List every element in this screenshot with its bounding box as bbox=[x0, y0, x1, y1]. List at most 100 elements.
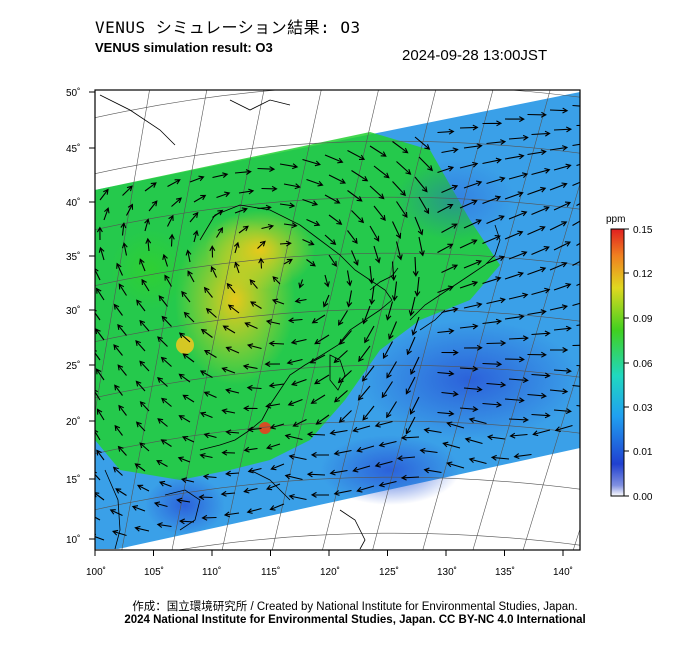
wind-arrow bbox=[356, 445, 375, 453]
wind-arrow bbox=[490, 454, 510, 461]
wind-arrow bbox=[486, 340, 507, 347]
wind-arrow bbox=[441, 147, 459, 154]
wind-arrow bbox=[122, 185, 133, 196]
wind-arrow bbox=[508, 416, 529, 423]
wind-arrow bbox=[199, 452, 213, 459]
wind-arrow bbox=[115, 488, 127, 496]
wind-arrow bbox=[504, 356, 525, 363]
wind-arrow bbox=[257, 204, 272, 211]
wind-arrow bbox=[139, 360, 150, 372]
wind-arrow bbox=[167, 179, 181, 187]
wind-arrow bbox=[112, 466, 123, 476]
colorbar-tick-label: 0.15 bbox=[633, 225, 653, 236]
wind-arrow bbox=[504, 116, 525, 123]
wind-arrow bbox=[243, 405, 258, 412]
wind-arrow bbox=[182, 394, 195, 403]
wind-arrow bbox=[369, 185, 385, 200]
wind-arrow bbox=[225, 470, 240, 477]
wind-arrow bbox=[441, 306, 459, 314]
wind-arrow bbox=[134, 525, 150, 532]
wind-arrow bbox=[459, 124, 479, 131]
wind-arrow bbox=[234, 261, 240, 274]
wind-arrow bbox=[287, 398, 303, 407]
x-tick-label: 135˚ bbox=[495, 566, 515, 578]
wind-arrow bbox=[410, 356, 420, 376]
wind-arrow bbox=[504, 397, 525, 404]
wind-arrow bbox=[352, 425, 371, 433]
wind-arrow bbox=[216, 191, 231, 199]
wind-arrow bbox=[572, 344, 580, 347]
wind-arrow bbox=[418, 156, 434, 172]
wind-arrow bbox=[139, 442, 150, 452]
x-tick-label: 125˚ bbox=[379, 566, 399, 578]
wind-arrow bbox=[144, 218, 150, 232]
wind-arrow bbox=[210, 265, 217, 278]
wind-arrow bbox=[158, 480, 172, 488]
wind-arrow bbox=[549, 145, 569, 151]
wind-arrow bbox=[508, 292, 529, 300]
wind-arrow bbox=[171, 197, 182, 207]
wind-arrow bbox=[114, 384, 123, 396]
wind-arrow bbox=[333, 489, 352, 496]
wind-arrow bbox=[463, 302, 483, 309]
wind-arrow bbox=[246, 507, 262, 514]
wind-arrow bbox=[158, 295, 168, 307]
wind-arrow bbox=[324, 234, 337, 246]
wind-arrow bbox=[322, 294, 330, 308]
wind-arrow bbox=[290, 338, 307, 345]
wind-arrow bbox=[205, 308, 217, 318]
wind-arrow bbox=[177, 456, 191, 463]
wind-arrow bbox=[162, 253, 169, 267]
wind-arrow bbox=[386, 361, 397, 379]
wind-arrow bbox=[178, 332, 191, 343]
wind-arrow bbox=[549, 304, 569, 311]
wind-arrow bbox=[553, 201, 572, 211]
colorbar-tick-label: 0.00 bbox=[633, 492, 653, 503]
wind-arrow bbox=[437, 128, 455, 135]
wind-arrow bbox=[220, 490, 236, 497]
wind-arrow bbox=[373, 205, 386, 221]
x-tick-label: 110˚ bbox=[202, 566, 221, 578]
wind-arrow bbox=[362, 305, 371, 325]
wind-arrow bbox=[103, 207, 110, 221]
wind-arrow bbox=[463, 259, 483, 269]
wind-arrow bbox=[148, 200, 158, 212]
wind-arrow bbox=[337, 310, 348, 326]
wind-arrow bbox=[136, 299, 146, 312]
wind-arrow bbox=[95, 533, 105, 541]
wind-arrow bbox=[113, 344, 123, 356]
wind-arrow bbox=[279, 202, 296, 209]
wind-arrow bbox=[531, 167, 551, 176]
wind-arrow bbox=[310, 491, 330, 498]
colorbar-tick-label: 0.12 bbox=[633, 269, 653, 280]
wind-arrow bbox=[167, 214, 174, 227]
wind-arrow bbox=[482, 401, 503, 408]
wind-arrow bbox=[388, 321, 398, 340]
wind-arrow bbox=[216, 227, 224, 238]
wind-arrow bbox=[531, 206, 550, 216]
wind-arrow bbox=[527, 149, 547, 156]
wind-arrow bbox=[120, 222, 127, 236]
wind-arrow bbox=[95, 368, 105, 381]
wind-arrow bbox=[225, 387, 240, 394]
wind-arrow bbox=[459, 406, 479, 413]
wind-arrow bbox=[459, 161, 479, 169]
wind-arrow bbox=[223, 511, 240, 518]
wind-arrow bbox=[374, 420, 393, 428]
wind-arrow bbox=[378, 480, 397, 488]
wind-arrow bbox=[553, 408, 572, 415]
wind-arrow bbox=[221, 366, 236, 374]
forecast-datetime: 2024-09-28 13:00JST bbox=[402, 47, 548, 64]
wind-arrow bbox=[468, 417, 487, 425]
wind-arrow bbox=[302, 238, 315, 246]
wind-arrow bbox=[441, 390, 459, 397]
y-tick-label: 35˚ bbox=[66, 251, 80, 263]
wind-arrow bbox=[504, 230, 524, 240]
wind-arrow bbox=[271, 298, 285, 305]
wind-arrow bbox=[181, 436, 195, 443]
wind-arrow bbox=[441, 223, 458, 233]
wind-arrow bbox=[414, 136, 431, 150]
wind-arrow bbox=[437, 328, 455, 335]
wind-arrow bbox=[382, 341, 393, 360]
copyright-line: 2024 National Institute for Environmenta… bbox=[124, 614, 586, 626]
